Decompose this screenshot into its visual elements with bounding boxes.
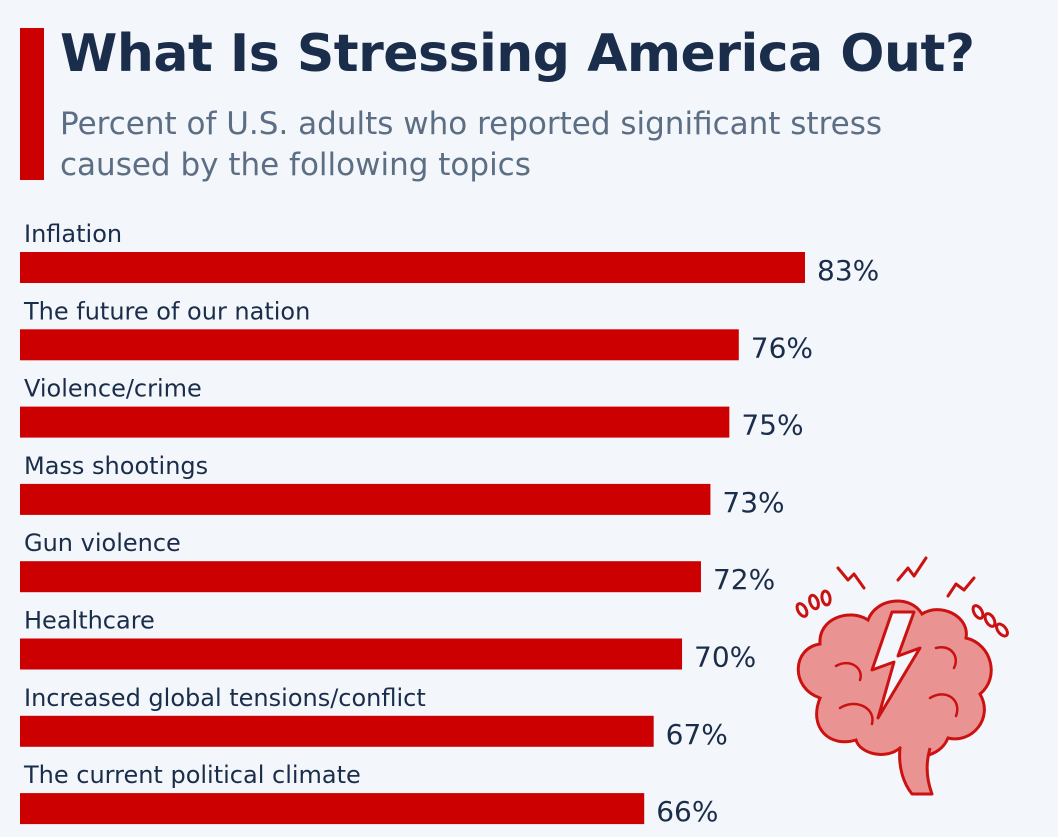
bar (20, 483, 711, 515)
category-label: Mass shootings (24, 452, 208, 480)
category-label: The current political climate (23, 761, 361, 789)
value-label: 83% (817, 254, 879, 287)
chart-title: What Is Stressing America Out? (60, 24, 975, 84)
bar (20, 715, 654, 747)
value-label: 67% (666, 718, 728, 751)
bar (20, 406, 730, 438)
bar (20, 252, 805, 283)
category-label: Healthcare (24, 607, 155, 635)
value-label: 70% (694, 641, 756, 674)
bar (20, 793, 645, 825)
category-label: Violence/crime (24, 375, 202, 403)
category-label: Gun violence (24, 529, 181, 557)
value-label: 75% (741, 409, 803, 442)
bar (20, 329, 739, 361)
brain-stress-icon (795, 556, 1009, 796)
bar (20, 638, 683, 670)
value-label: 73% (722, 486, 784, 519)
value-label: 76% (751, 331, 813, 364)
category-label: The future of our nation (23, 297, 310, 325)
bar (20, 561, 701, 593)
chart-subtitle: Percent of U.S. adults who reported sign… (60, 106, 883, 183)
value-label: 72% (713, 563, 775, 596)
category-label: Increased global tensions/conflict (24, 684, 426, 712)
value-label: 66% (656, 795, 718, 828)
category-label: Inflation (24, 220, 122, 248)
title-accent-bar (20, 28, 44, 180)
